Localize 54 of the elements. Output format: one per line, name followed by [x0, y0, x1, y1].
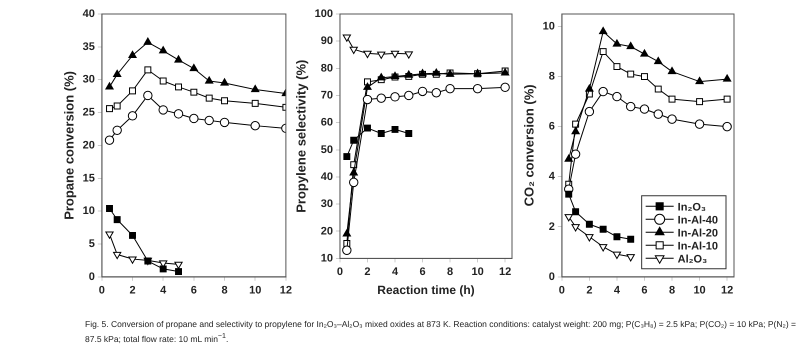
y-axis-title: Propane conversion (%): [61, 70, 76, 220]
legend-label: In₂O₃: [678, 201, 706, 214]
x-tick-label: 10: [249, 284, 262, 296]
y-tick-label: 30: [320, 198, 333, 210]
legend-label: In-Al-40: [678, 214, 718, 226]
y-tick-label: 20: [82, 139, 95, 152]
y-axis-title: CO₂ conversion (%): [521, 84, 536, 206]
x-tick-label: 2: [364, 266, 371, 278]
x-tick-label: 12: [498, 266, 512, 278]
legend-label: In-Al-20: [678, 227, 718, 240]
y-tick-label: 80: [320, 62, 333, 74]
x-tick-label: 10: [471, 266, 484, 278]
y-tick-label: 2: [548, 220, 555, 233]
y-tick-label: 5: [88, 238, 95, 250]
y-tick-label: 10: [542, 20, 555, 33]
y-tick-label: 40: [82, 8, 95, 20]
x-tick-label: 12: [720, 284, 734, 296]
y-tick-label: 6: [548, 120, 555, 133]
y-tick-label: 15: [82, 172, 95, 184]
y-tick-label: 20: [320, 225, 333, 238]
x-tick-label: 8: [668, 284, 676, 296]
x-tick-label: 0: [336, 266, 344, 278]
y-tick-label: 40: [320, 170, 333, 183]
x-tick-label: 4: [614, 284, 621, 296]
y-tick-label: 10: [320, 252, 333, 264]
x-tick-label: 4: [160, 284, 168, 296]
y-tick-label: 60: [320, 116, 333, 129]
x-tick-label: 10: [693, 284, 706, 296]
x-tick-label: 2: [129, 284, 136, 296]
caption: Fig. 5. Conversion of propane and selectivity to propylene for In₂O₃–Al₂O₃ mixed oxides at 873 K. Reaction conditions: catalyst weight: 200 mg; P(C₃H₈) = 2.5 kPa; P(CO₂) = 10 kPa; P(N₂) = 87.5 kPa; total flow rate: 10 mL min$^{−1}$.: [85, 318, 797, 345]
x-tick-label: 8: [221, 284, 228, 296]
x-tick-label: 8: [447, 266, 454, 278]
y-tick-label: 4: [548, 170, 556, 183]
legend-label: Al₂O₃: [678, 253, 708, 266]
y-tick-label: 90: [320, 35, 333, 48]
y-tick-label: 8: [548, 70, 555, 83]
y-tick-label: 70: [320, 90, 333, 102]
y-axis-title: Propylene selectivity (%): [293, 60, 308, 213]
y-tick-label: 35: [82, 40, 95, 53]
y-tick-label: 30: [82, 74, 95, 86]
x-tick-label: 6: [641, 284, 648, 296]
x-tick-label: 12: [280, 284, 292, 296]
y-tick-label: 25: [82, 106, 95, 119]
x-tick-label: 6: [190, 284, 197, 296]
x-tick-label: 6: [419, 266, 426, 278]
x-axis-title: Reaction time (h): [377, 283, 475, 298]
legend-label: In-Al-10: [678, 240, 718, 252]
y-tick-label: 50: [320, 144, 333, 156]
y-tick-label: 100: [314, 8, 333, 20]
x-tick-label: 0: [98, 284, 105, 296]
x-tick-label: 0: [558, 284, 565, 296]
x-tick-label: 2: [586, 284, 592, 296]
y-tick-label: 10: [82, 205, 95, 218]
x-tick-label: 4: [392, 266, 399, 278]
